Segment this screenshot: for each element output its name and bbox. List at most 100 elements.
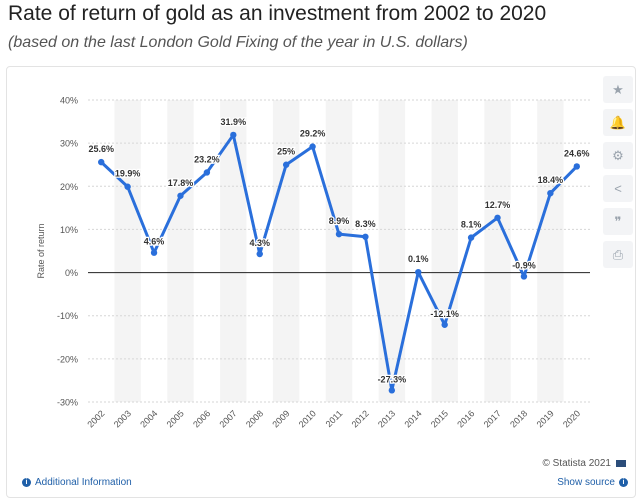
x-tick-label: 2007 bbox=[217, 408, 238, 429]
data-point bbox=[520, 273, 528, 280]
y-tick-label: 30% bbox=[60, 139, 78, 149]
settings-button[interactable]: ⚙ bbox=[603, 142, 633, 169]
data-label: -0.9% bbox=[512, 260, 536, 270]
share-button[interactable]: < bbox=[603, 175, 633, 202]
data-point bbox=[98, 158, 105, 166]
y-tick-label: -10% bbox=[57, 311, 78, 321]
data-point bbox=[467, 234, 475, 241]
x-tick-label: 2011 bbox=[324, 408, 345, 429]
copyright-notice: © Statista 2021 bbox=[542, 458, 626, 469]
column-band bbox=[484, 100, 511, 402]
column-band bbox=[537, 100, 564, 402]
data-point bbox=[573, 163, 580, 170]
column-band bbox=[272, 100, 300, 402]
data-label: 17.8% bbox=[168, 178, 194, 188]
data-label: 29.2% bbox=[300, 129, 326, 139]
x-tick-label: 2006 bbox=[191, 408, 212, 429]
data-label: 8.1% bbox=[461, 220, 482, 230]
x-tick-label: 2008 bbox=[244, 408, 265, 429]
x-tick-label: 2016 bbox=[455, 408, 476, 429]
x-tick-label: 2005 bbox=[165, 408, 186, 429]
page-title: Rate of return of gold as an investment … bbox=[8, 2, 547, 25]
info-icon: i bbox=[619, 478, 628, 487]
data-label: 0.1% bbox=[408, 254, 429, 264]
x-tick-label: 2010 bbox=[297, 408, 318, 429]
x-tick-label: 2012 bbox=[350, 408, 371, 429]
copyright-text: © Statista 2021 bbox=[542, 458, 611, 469]
notification-button[interactable]: 🔔 bbox=[603, 109, 633, 136]
data-label: 31.9% bbox=[221, 117, 247, 127]
page-subtitle: (based on the last London Gold Fixing of… bbox=[8, 34, 468, 51]
x-tick-label: 2004 bbox=[138, 408, 159, 429]
x-tick-label: 2019 bbox=[535, 408, 556, 429]
data-point bbox=[547, 189, 554, 197]
x-tick-label: 2020 bbox=[561, 408, 582, 429]
data-point bbox=[335, 230, 343, 238]
data-label: -27.3% bbox=[378, 374, 407, 384]
data-point bbox=[256, 250, 263, 258]
data-point bbox=[309, 143, 316, 150]
y-tick-label: 40% bbox=[60, 96, 78, 106]
additional-information-link[interactable]: i Additional Information bbox=[22, 477, 132, 488]
share-icon: < bbox=[614, 181, 622, 196]
data-point bbox=[124, 183, 131, 190]
x-tick-label: 2014 bbox=[402, 408, 423, 429]
column-band bbox=[114, 100, 141, 402]
additional-information-label: Additional Information bbox=[35, 477, 132, 488]
gear-icon: ⚙ bbox=[612, 147, 624, 163]
data-label: 4.6% bbox=[144, 237, 165, 247]
favorite-button[interactable]: ★ bbox=[603, 76, 633, 103]
show-source-link[interactable]: Show source i bbox=[557, 477, 628, 488]
quote-icon: ❞ bbox=[614, 213, 622, 229]
y-axis-label: Rate of return bbox=[36, 223, 46, 278]
data-label: 24.6% bbox=[564, 148, 590, 158]
data-point bbox=[177, 192, 184, 199]
x-tick-label: 2018 bbox=[508, 408, 529, 429]
x-tick-label: 2002 bbox=[85, 408, 106, 429]
data-point bbox=[494, 214, 501, 221]
chart-card bbox=[6, 66, 636, 498]
x-tick-label: 2017 bbox=[482, 408, 503, 429]
bell-icon: 🔔 bbox=[609, 114, 627, 130]
data-point bbox=[441, 321, 448, 328]
star-icon: ★ bbox=[612, 81, 624, 97]
column-band bbox=[167, 100, 194, 402]
data-point bbox=[150, 249, 158, 256]
data-label: 19.9% bbox=[115, 169, 141, 179]
data-label: 12.7% bbox=[485, 200, 511, 210]
data-point bbox=[203, 169, 211, 176]
column-band bbox=[325, 100, 353, 402]
y-tick-label: -20% bbox=[57, 354, 78, 364]
print-icon: ⎙ bbox=[612, 246, 624, 262]
data-label: 23.2% bbox=[194, 154, 220, 164]
data-label: -12.1% bbox=[430, 309, 459, 319]
x-tick-label: 2003 bbox=[112, 408, 133, 429]
y-tick-label: -30% bbox=[57, 398, 78, 408]
info-icon: i bbox=[22, 478, 31, 487]
data-label: 8.9% bbox=[329, 216, 350, 226]
y-tick-label: 0% bbox=[65, 268, 78, 278]
data-point bbox=[230, 131, 237, 139]
chart-toolbar: ★ 🔔 ⚙ < ❞ ⎙ bbox=[603, 76, 633, 268]
statista-flag-icon bbox=[616, 460, 626, 467]
data-label: 25% bbox=[277, 147, 295, 157]
column-band bbox=[220, 100, 247, 402]
data-point bbox=[415, 268, 422, 276]
x-tick-label: 2015 bbox=[429, 408, 450, 429]
data-label: 18.4% bbox=[538, 175, 564, 185]
show-source-label: Show source bbox=[557, 477, 615, 488]
x-tick-label: 2013 bbox=[376, 408, 397, 429]
cite-button[interactable]: ❞ bbox=[603, 208, 633, 235]
data-point bbox=[388, 387, 396, 394]
data-label: 4.3% bbox=[249, 238, 270, 248]
y-tick-label: 10% bbox=[60, 225, 78, 235]
y-tick-label: 20% bbox=[60, 182, 78, 192]
data-point bbox=[362, 233, 369, 240]
x-tick-label: 2009 bbox=[270, 408, 291, 429]
data-point bbox=[282, 161, 290, 168]
data-label: 25.6% bbox=[88, 144, 114, 154]
print-button[interactable]: ⎙ bbox=[603, 241, 633, 268]
data-label: 8.3% bbox=[355, 219, 376, 229]
column-band bbox=[378, 100, 406, 402]
